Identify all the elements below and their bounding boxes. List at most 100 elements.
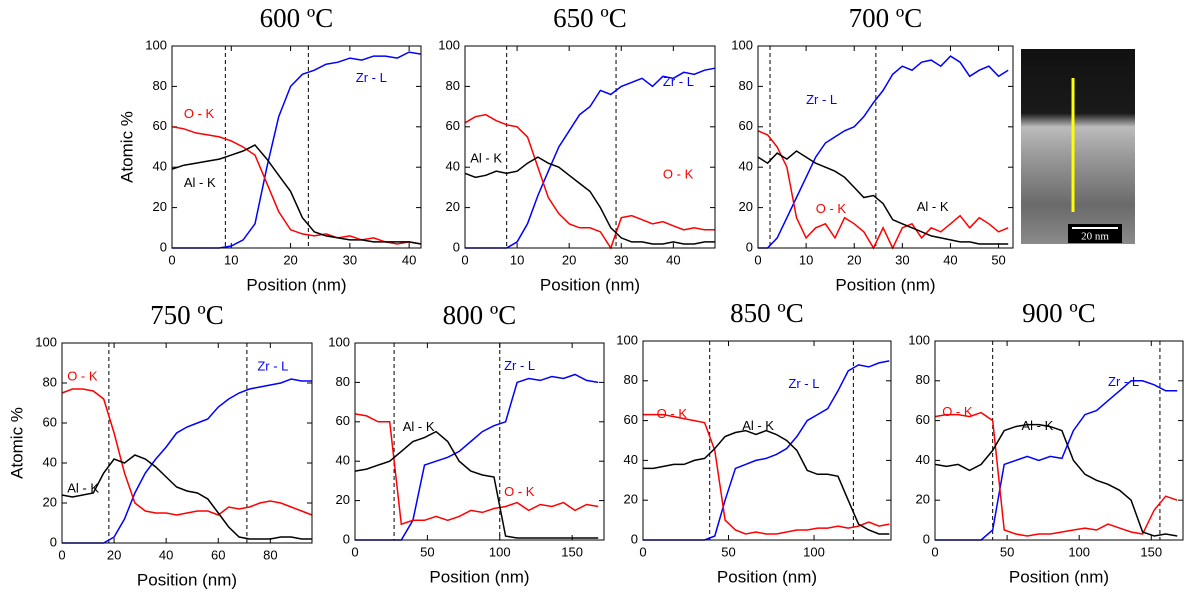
x-axis-label: Position (nm) xyxy=(835,275,935,294)
series-line xyxy=(643,429,890,535)
chart-title: 600 ºC xyxy=(260,3,334,33)
x-tick-label: 150 xyxy=(561,544,583,559)
x-tick-label: 60 xyxy=(211,547,225,562)
y-tick-label: 20 xyxy=(624,492,638,507)
chart: 650 ºC Position (nm) 0 20 40 60 80 100 0 10 20 30 40… xyxy=(438,3,716,294)
x-tick-label: 40 xyxy=(402,252,416,267)
x-tick-label: 0 xyxy=(168,252,175,267)
chart: 800 ºC Position (nm) 0 20 40 60 80 100 0 50 100 150… xyxy=(328,300,605,586)
x-tick-label: 30 xyxy=(343,252,357,267)
plot-frame xyxy=(61,342,313,544)
series-label: O - K xyxy=(663,167,694,182)
series-line xyxy=(643,413,890,535)
series-label: Al - K xyxy=(67,480,99,495)
chart: 850 ºC Position (nm) 0 20 40 60 80 100 0 50 100 Zr … xyxy=(616,298,892,586)
series-label: Zr - L xyxy=(788,376,819,391)
series-line xyxy=(643,360,890,541)
x-tick-label: 0 xyxy=(639,544,646,559)
series-label: Al - K xyxy=(470,151,502,166)
x-tick-label: 20 xyxy=(562,252,576,267)
series-label: Zr - L xyxy=(356,70,387,85)
y-tick-label: 0 xyxy=(343,531,350,546)
y-tick-label: 80 xyxy=(153,78,167,93)
series-line xyxy=(464,113,715,250)
y-tick-label: 60 xyxy=(739,118,753,133)
y-tick-label: 100 xyxy=(35,334,57,349)
series-line xyxy=(464,156,715,245)
y-tick-label: 0 xyxy=(453,239,460,254)
y-tick-label: 80 xyxy=(916,372,930,387)
series-label: O - K xyxy=(67,368,98,383)
x-axis-label: Position (nm) xyxy=(717,567,817,586)
y-tick-label: 60 xyxy=(624,412,638,427)
series-label: Al - K xyxy=(184,175,216,190)
series-label: O - K xyxy=(184,106,215,121)
y-tick-label: 100 xyxy=(328,334,350,349)
y-tick-label: 60 xyxy=(153,118,167,133)
y-tick-label: 100 xyxy=(908,332,930,347)
y-tick-label: 0 xyxy=(746,239,753,254)
x-tick-label: 40 xyxy=(943,252,957,267)
x-tick-label: 0 xyxy=(754,252,761,267)
series-label: Al - K xyxy=(742,418,774,433)
y-tick-label: 40 xyxy=(916,452,930,467)
chart-title: 800 ºC xyxy=(443,300,517,330)
x-tick-label: 20 xyxy=(283,252,297,267)
y-tick-label: 80 xyxy=(446,78,460,93)
x-axis-label: Position (nm) xyxy=(137,570,237,589)
y-tick-label: 100 xyxy=(616,332,638,347)
x-tick-label: 0 xyxy=(351,544,358,559)
scale-bar-label: 20 nm xyxy=(1081,231,1109,243)
y-tick-label: 20 xyxy=(739,199,753,214)
x-tick-label: 40 xyxy=(666,252,680,267)
chart: 900 ºC Position (nm) 0 20 40 60 80 100 0 50 100 150… xyxy=(908,298,1184,586)
series-label: Zr - L xyxy=(257,358,288,373)
x-tick-label: 0 xyxy=(931,544,938,559)
x-tick-label: 100 xyxy=(1068,544,1090,559)
y-tick-label: 40 xyxy=(739,159,753,174)
y-tick-label: 100 xyxy=(731,37,753,52)
plot-frame xyxy=(354,342,605,541)
series-line xyxy=(354,430,599,539)
y-tick-label: 20 xyxy=(916,492,930,507)
series-line xyxy=(355,373,599,541)
series-line xyxy=(757,150,1009,245)
plot-frame xyxy=(642,340,892,541)
y-tick-label: 40 xyxy=(153,159,167,174)
chart-title: 700 ºC xyxy=(849,3,923,33)
y-tick-label: 60 xyxy=(916,412,930,427)
x-axis-label: Position (nm) xyxy=(246,275,346,294)
series-line xyxy=(465,67,716,249)
x-tick-label: 10 xyxy=(224,252,238,267)
series-line xyxy=(758,55,1009,249)
x-tick-label: 100 xyxy=(489,544,511,559)
series-label: O - K xyxy=(816,201,847,216)
micrograph xyxy=(1021,49,1135,244)
series-line xyxy=(62,378,312,544)
x-tick-label: 20 xyxy=(107,547,121,562)
series-label: O - K xyxy=(942,404,973,419)
x-tick-label: 0 xyxy=(461,252,468,267)
plot-frame xyxy=(757,45,1014,249)
chart: 700 ºC Position (nm) 0 20 40 60 80 100 0 10 20 30 40… xyxy=(731,3,1014,294)
x-axis-label: Position (nm) xyxy=(429,567,529,586)
y-tick-label: 0 xyxy=(160,239,167,254)
x-tick-label: 50 xyxy=(1000,544,1014,559)
chart-title: 750 ºC xyxy=(150,300,224,330)
series-label: Al - K xyxy=(1022,418,1054,433)
x-tick-label: 10 xyxy=(510,252,524,267)
y-tick-label: 60 xyxy=(43,414,57,429)
y-tick-label: 80 xyxy=(739,78,753,93)
x-tick-label: 30 xyxy=(895,252,909,267)
x-tick-label: 10 xyxy=(799,252,813,267)
x-tick-label: 150 xyxy=(1140,544,1162,559)
y-tick-label: 0 xyxy=(50,534,57,549)
y-tick-label: 100 xyxy=(438,37,460,52)
series-line xyxy=(61,454,312,540)
series-label: Zr - L xyxy=(1108,374,1139,389)
x-tick-label: 40 xyxy=(159,547,173,562)
y-tick-label: 60 xyxy=(446,118,460,133)
series-line xyxy=(757,130,1009,250)
series-line xyxy=(61,388,313,516)
